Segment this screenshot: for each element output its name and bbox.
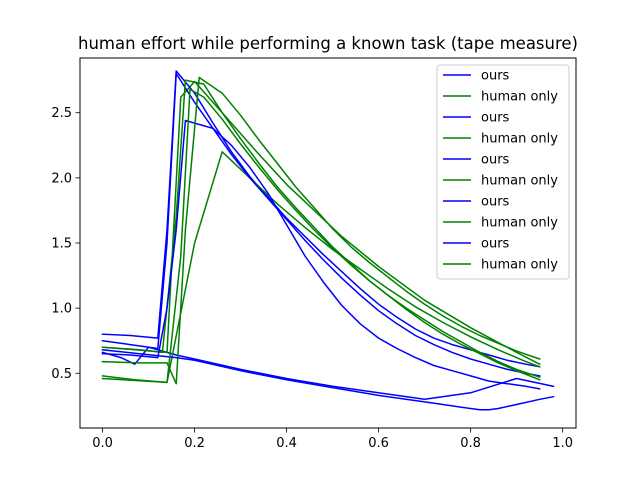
x-tick-label: 0.8 bbox=[460, 436, 481, 451]
y-tick-label: 1.0 bbox=[51, 302, 72, 317]
y-axis: 0.5 1.0 1.5 2.0 2.5 bbox=[51, 106, 80, 382]
x-axis: 0.0 0.2 0.4 0.6 0.8 1.0 bbox=[92, 428, 573, 451]
series-line-5 bbox=[101, 72, 541, 377]
legend-label: human only bbox=[481, 132, 558, 147]
series-layer bbox=[101, 70, 555, 411]
y-tick-label: 1.5 bbox=[51, 237, 72, 252]
x-tick-label: 1.0 bbox=[552, 436, 573, 451]
x-tick-label: 0.6 bbox=[368, 436, 389, 451]
series-line-4 bbox=[101, 151, 541, 384]
legend-label: human only bbox=[481, 216, 558, 231]
y-tick-label: 2.0 bbox=[51, 171, 72, 186]
legend-box bbox=[436, 64, 570, 280]
series-line-8 bbox=[101, 76, 541, 385]
chart-title: human effort while performing a known ta… bbox=[78, 34, 578, 53]
legend-label: ours bbox=[481, 111, 510, 126]
legend-label: ours bbox=[481, 69, 510, 84]
series-line-9 bbox=[101, 348, 555, 411]
legend-label: human only bbox=[481, 90, 558, 105]
x-tick-label: 0.2 bbox=[184, 436, 205, 451]
series-line-10 bbox=[101, 88, 541, 384]
legend-label: ours bbox=[481, 153, 510, 168]
legend-label: human only bbox=[481, 174, 558, 189]
y-tick-label: 0.5 bbox=[51, 367, 72, 382]
series-line-6 bbox=[101, 79, 541, 381]
legend: ours human only ours human only ours human on… bbox=[436, 64, 570, 280]
legend-label: ours bbox=[481, 195, 510, 210]
series-line-7 bbox=[101, 119, 541, 390]
series-line-2 bbox=[101, 80, 541, 366]
x-tick-label: 0.4 bbox=[276, 436, 297, 451]
legend-label: ours bbox=[481, 237, 510, 252]
x-tick-label: 0.0 bbox=[92, 436, 113, 451]
legend-label: human only bbox=[481, 258, 558, 273]
y-tick-label: 2.5 bbox=[51, 106, 72, 121]
